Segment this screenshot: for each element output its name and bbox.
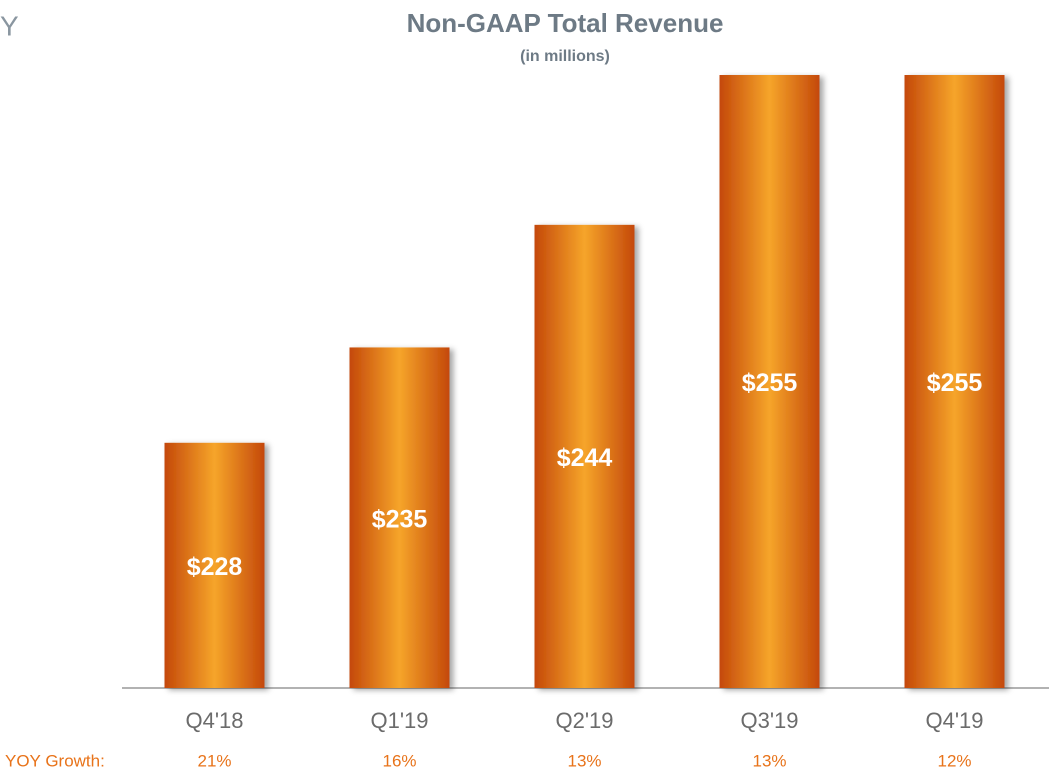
- data-label: $244: [557, 444, 613, 472]
- x-tick-label: Q4'18: [185, 708, 243, 733]
- data-label: $228: [187, 553, 243, 581]
- bar: [719, 75, 820, 688]
- growth-label: 21%: [197, 751, 231, 770]
- chart-subtitle: (in millions): [520, 48, 610, 65]
- data-label: $255: [742, 369, 798, 397]
- x-tick-label: Q1'19: [370, 708, 428, 733]
- growth-label: 13%: [567, 751, 601, 770]
- bar: [534, 224, 635, 688]
- chart-title: Non-GAAP Total Revenue: [407, 8, 724, 38]
- growth-label: 12%: [937, 751, 971, 770]
- growth-label: 16%: [382, 751, 416, 770]
- bar: [164, 442, 265, 688]
- edge-text: Y: [0, 10, 19, 41]
- bar: [349, 347, 450, 688]
- bar: [904, 75, 1005, 688]
- growth-row-label: YOY Growth:: [5, 751, 105, 770]
- x-tick-label: Q4'19: [925, 708, 983, 733]
- x-tick-label: Q3'19: [740, 708, 798, 733]
- x-tick-label: Q2'19: [555, 708, 613, 733]
- data-label: $255: [927, 369, 983, 397]
- growth-label: 13%: [752, 751, 786, 770]
- data-label: $235: [372, 505, 428, 533]
